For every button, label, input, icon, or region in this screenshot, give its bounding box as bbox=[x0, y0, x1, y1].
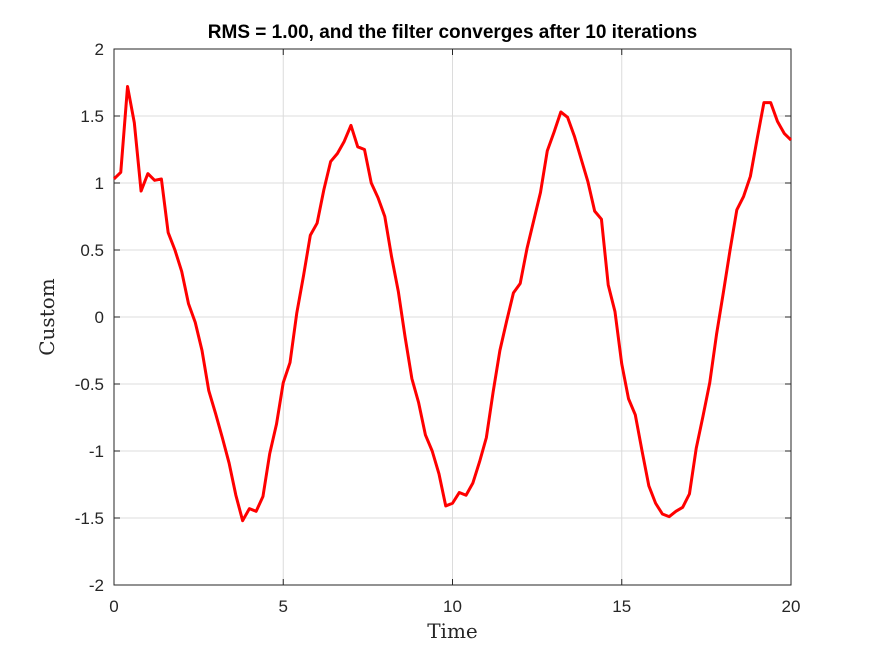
grid bbox=[114, 49, 791, 585]
x-tick-label: 15 bbox=[612, 597, 631, 616]
x-tick-label: 20 bbox=[782, 597, 801, 616]
y-tick-label: 2 bbox=[95, 40, 104, 59]
x-tick-label: 0 bbox=[109, 597, 118, 616]
y-tick-label: 1.5 bbox=[80, 107, 104, 126]
series-line bbox=[112, 85, 793, 523]
y-tick-label: -1.5 bbox=[75, 509, 104, 528]
x-tick-label: 10 bbox=[443, 597, 462, 616]
y-tick-label: 0 bbox=[95, 308, 104, 327]
ticks: 0 5 10 15 20 -2 -1.5 -1 -0.5 0 0.5 1 1.5 2 bbox=[75, 40, 801, 616]
chart-title: RMS = 1.00, and the filter converges aft… bbox=[208, 22, 697, 43]
y-tick-label: -2 bbox=[89, 576, 104, 595]
x-tick-label: 5 bbox=[279, 597, 288, 616]
series-layer bbox=[112, 85, 793, 523]
y-tick-label: -1 bbox=[89, 442, 104, 461]
y-tick-label: 1 bbox=[95, 174, 104, 193]
y-tick-label: 0.5 bbox=[80, 241, 104, 260]
y-axis-label: Custom bbox=[35, 278, 59, 356]
x-axis-label: Time bbox=[427, 619, 478, 643]
y-tick-label: -0.5 bbox=[75, 375, 104, 394]
